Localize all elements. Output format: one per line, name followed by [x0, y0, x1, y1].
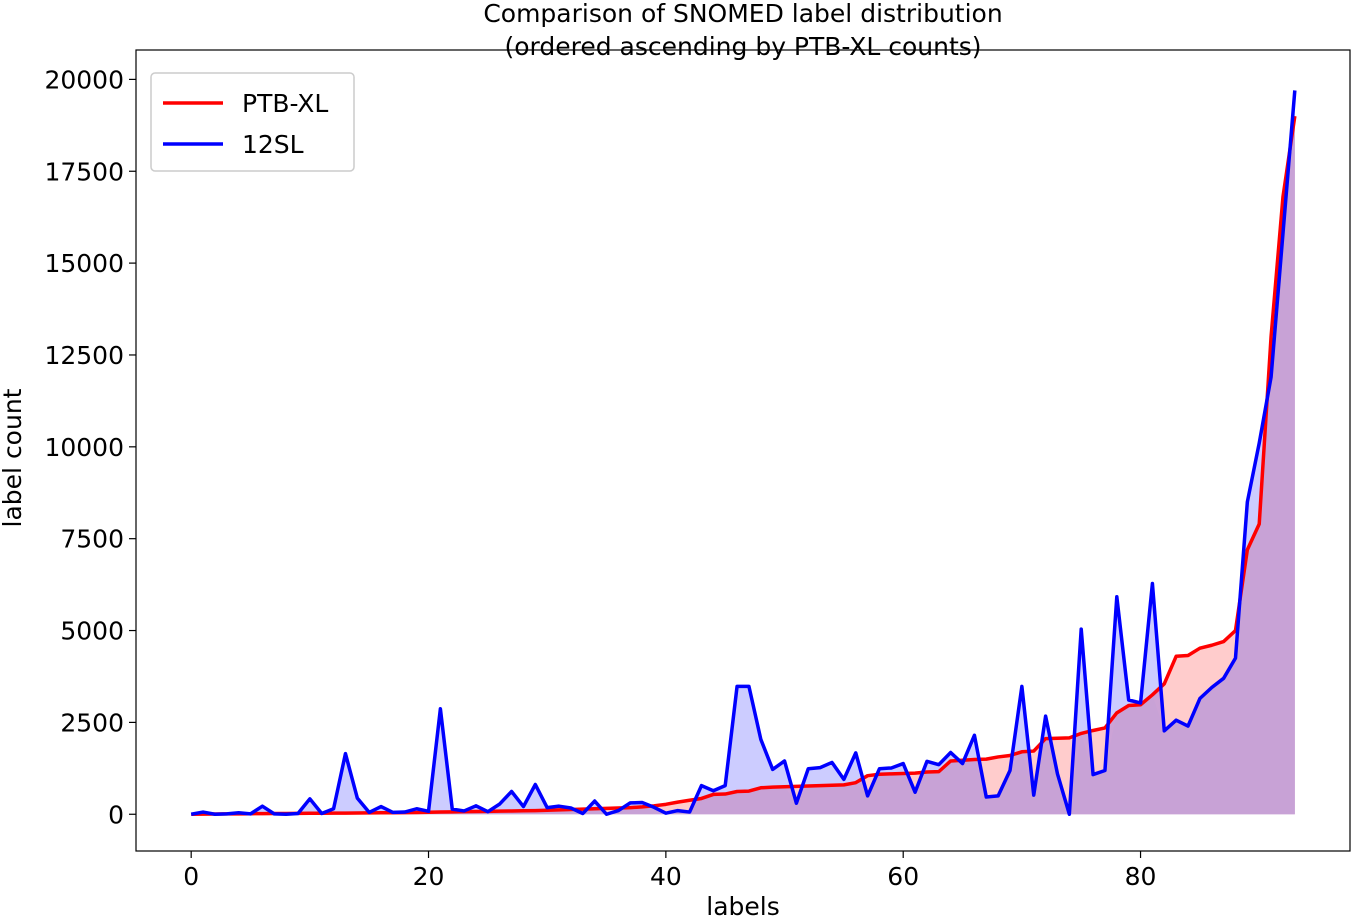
legend-box: [150, 72, 355, 172]
line-ptbxl: [191, 115, 1297, 817]
x-axis-ticks: 0 20 40 60 80: [183, 851, 1156, 891]
chart-title-line1: Comparison of SNOMED label distribution: [483, 0, 1002, 28]
fill-overlap: [191, 116, 1295, 815]
y-tick-label: 10000: [44, 433, 124, 462]
line-12sl: [190, 90, 1297, 817]
x-tick-label: 20: [413, 862, 445, 891]
x-tick-label: 80: [1125, 862, 1157, 891]
y-tick-label: 5000: [60, 617, 124, 646]
x-tick-label: 0: [183, 862, 199, 891]
y-tick-label: 17500: [44, 157, 124, 186]
chart-title-line2: (ordered ascending by PTB-XL counts): [504, 32, 981, 61]
y-tick-label: 2500: [60, 708, 124, 737]
y-tick-label: 15000: [44, 249, 124, 278]
y-tick-label: 12500: [44, 341, 124, 370]
fill-areas: [191, 90, 1295, 815]
y-tick-label: 7500: [60, 525, 124, 554]
x-axis-label: labels: [706, 892, 780, 918]
y-axis-ticks: 0 2500 5000 7500 10000 12500 15000 17500 20000: [44, 65, 136, 829]
y-axis-label: label count: [0, 388, 27, 527]
series-lines: [190, 90, 1297, 817]
legend-label-12sl: 12SL: [242, 130, 304, 159]
y-tick-label: 0: [108, 800, 124, 829]
y-tick-label: 20000: [44, 65, 124, 94]
plot-frame: [135, 49, 1351, 852]
legend: PTB-XL 12SL: [150, 72, 355, 172]
x-tick-label: 60: [887, 862, 919, 891]
legend-label-ptbxl: PTB-XL: [242, 89, 328, 118]
x-tick-label: 40: [650, 862, 682, 891]
